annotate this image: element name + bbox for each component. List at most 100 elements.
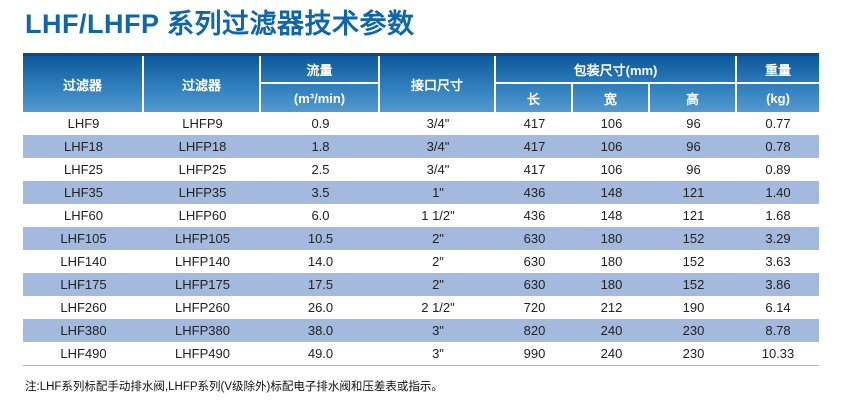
cell-pkg-width: 180 xyxy=(600,277,623,292)
cell-pkg-height: 152 xyxy=(682,231,705,246)
cell-pkg-length: 417 xyxy=(523,139,546,154)
cell-flow: 10.5 xyxy=(307,231,334,246)
cell-flow: 38.0 xyxy=(307,323,334,338)
cell-filter-lhf: LHF260 xyxy=(60,300,107,315)
table-top-border xyxy=(23,53,819,56)
cell-weight: 0.78 xyxy=(765,139,791,154)
cell-filter-lhfp: LHFP60 xyxy=(178,208,227,223)
cell-filter-lhf: LHF140 xyxy=(60,254,107,269)
cell-flow: 17.5 xyxy=(307,277,334,292)
cell-flow: 3.5 xyxy=(311,185,330,200)
cell-pkg-length: 436 xyxy=(523,208,546,223)
table-row: LHF380 LHFP380 38.0 3" 820 240 230 8.78 xyxy=(23,319,819,342)
cell-pkg-length: 436 xyxy=(523,185,546,200)
cell-filter-lhf: LHF380 xyxy=(60,323,107,338)
cell-pkg-width: 180 xyxy=(600,254,623,269)
table-row: LHF175 LHFP175 17.5 2" 630 180 152 3.86 xyxy=(23,273,819,296)
cell-port-size: 3/4" xyxy=(426,116,450,131)
cell-pkg-height: 230 xyxy=(682,346,705,361)
cell-pkg-width: 106 xyxy=(600,139,623,154)
cell-weight: 10.33 xyxy=(761,346,795,361)
cell-weight: 6.14 xyxy=(765,300,791,315)
cell-filter-lhf: LHF25 xyxy=(63,162,104,177)
cell-pkg-length: 417 xyxy=(523,162,546,177)
cell-filter-lhfp: LHFP18 xyxy=(178,139,227,154)
header-port-size: 接口尺寸 xyxy=(380,56,496,112)
table-body: LHF9 LHFP9 0.9 3/4" 417 106 96 0.77 LHF18 LHFP18 1… xyxy=(23,112,819,365)
cell-port-size: 2" xyxy=(432,254,444,269)
cell-port-size: 1" xyxy=(432,185,444,200)
table-row: LHF9 LHFP9 0.9 3/4" 417 106 96 0.77 xyxy=(23,112,819,135)
cell-filter-lhf: LHF35 xyxy=(63,185,104,200)
cell-pkg-height: 96 xyxy=(686,116,701,131)
cell-pkg-height: 121 xyxy=(682,208,705,223)
cell-filter-lhfp: LHFP25 xyxy=(178,162,227,177)
cell-port-size: 3" xyxy=(432,323,444,338)
cell-pkg-height: 190 xyxy=(682,300,705,315)
cell-filter-lhfp: LHFP35 xyxy=(178,185,227,200)
cell-weight: 3.63 xyxy=(765,254,791,269)
cell-pkg-length: 630 xyxy=(523,254,546,269)
table-row: LHF140 LHFP140 14.0 2" 630 180 152 3.63 xyxy=(23,250,819,273)
cell-pkg-length: 630 xyxy=(523,231,546,246)
cell-weight: 0.89 xyxy=(765,162,791,177)
cell-flow: 49.0 xyxy=(307,346,334,361)
cell-port-size: 3/4" xyxy=(426,139,450,154)
cell-port-size: 3/4" xyxy=(426,162,450,177)
cell-port-size: 2" xyxy=(432,231,444,246)
cell-pkg-height: 121 xyxy=(682,185,705,200)
cell-port-size: 3" xyxy=(432,346,444,361)
cell-port-size: 2 1/2" xyxy=(421,300,455,315)
cell-flow: 1.8 xyxy=(311,139,330,154)
cell-filter-lhf: LHF490 xyxy=(60,346,107,361)
cell-pkg-height: 96 xyxy=(686,139,701,154)
header-pkg-height: 高 xyxy=(650,84,737,112)
header-flow-title: 流量 xyxy=(261,56,380,84)
cell-filter-lhfp: LHFP175 xyxy=(175,277,230,292)
cell-pkg-height: 152 xyxy=(682,254,705,269)
header-weight-unit: (kg) xyxy=(766,90,790,106)
table-row: LHF18 LHFP18 1.8 3/4" 417 106 96 0.78 xyxy=(23,135,819,158)
cell-flow: 14.0 xyxy=(307,254,334,269)
table-row: LHF25 LHFP25 2.5 3/4" 417 106 96 0.89 xyxy=(23,158,819,181)
table-row: LHF490 LHFP490 49.0 3" 990 240 230 10.33 xyxy=(23,342,819,365)
table-row: LHF35 LHFP35 3.5 1" 436 148 121 1.40 xyxy=(23,181,819,204)
cell-filter-lhfp: LHFP260 xyxy=(175,300,230,315)
cell-pkg-width: 212 xyxy=(600,300,623,315)
header-pkg-width: 宽 xyxy=(573,84,650,112)
header-flow-unit: (m³/min) xyxy=(261,84,380,112)
cell-weight: 8.78 xyxy=(765,323,791,338)
header-weight-title: 重量 xyxy=(737,56,819,84)
cell-flow: 26.0 xyxy=(307,300,334,315)
cell-weight: 3.29 xyxy=(765,231,791,246)
table-row: LHF260 LHFP260 26.0 2 1/2" 720 212 190 6.14 xyxy=(23,296,819,319)
cell-weight: 1.68 xyxy=(765,208,791,223)
cell-pkg-width: 148 xyxy=(600,185,623,200)
cell-flow: 0.9 xyxy=(311,116,330,131)
cell-filter-lhfp: LHFP140 xyxy=(175,254,230,269)
cell-weight: 1.40 xyxy=(765,185,791,200)
cell-pkg-width: 180 xyxy=(600,231,623,246)
cell-filter-lhfp: LHFP380 xyxy=(175,323,230,338)
cell-weight: 3.86 xyxy=(765,277,791,292)
cell-pkg-length: 720 xyxy=(523,300,546,315)
cell-filter-lhf: LHF175 xyxy=(60,277,107,292)
cell-port-size: 1 1/2" xyxy=(421,208,455,223)
spec-table: 过滤器 过滤器 流量 (m³/min) 接口尺寸 包装尺寸(mm) 长 宽 高 … xyxy=(23,53,819,366)
cell-pkg-width: 106 xyxy=(600,116,623,131)
cell-flow: 2.5 xyxy=(311,162,330,177)
header-filter-lhfp: 过滤器 xyxy=(144,56,261,112)
table-bottom-border xyxy=(23,365,819,366)
page-title: LHF/LHFP 系列过滤器技术参数 xyxy=(25,9,415,39)
cell-pkg-width: 240 xyxy=(600,346,623,361)
cell-filter-lhfp: LHFP9 xyxy=(182,116,223,131)
cell-flow: 6.0 xyxy=(311,208,330,223)
cell-pkg-width: 240 xyxy=(600,323,623,338)
cell-port-size: 2" xyxy=(432,277,444,292)
table-row: LHF105 LHFP105 10.5 2" 630 180 152 3.29 xyxy=(23,227,819,250)
cell-filter-lhfp: LHFP105 xyxy=(175,231,230,246)
cell-filter-lhfp: LHFP490 xyxy=(175,346,230,361)
cell-pkg-length: 990 xyxy=(523,346,546,361)
header-package-group: 包装尺寸(mm) xyxy=(496,56,737,84)
